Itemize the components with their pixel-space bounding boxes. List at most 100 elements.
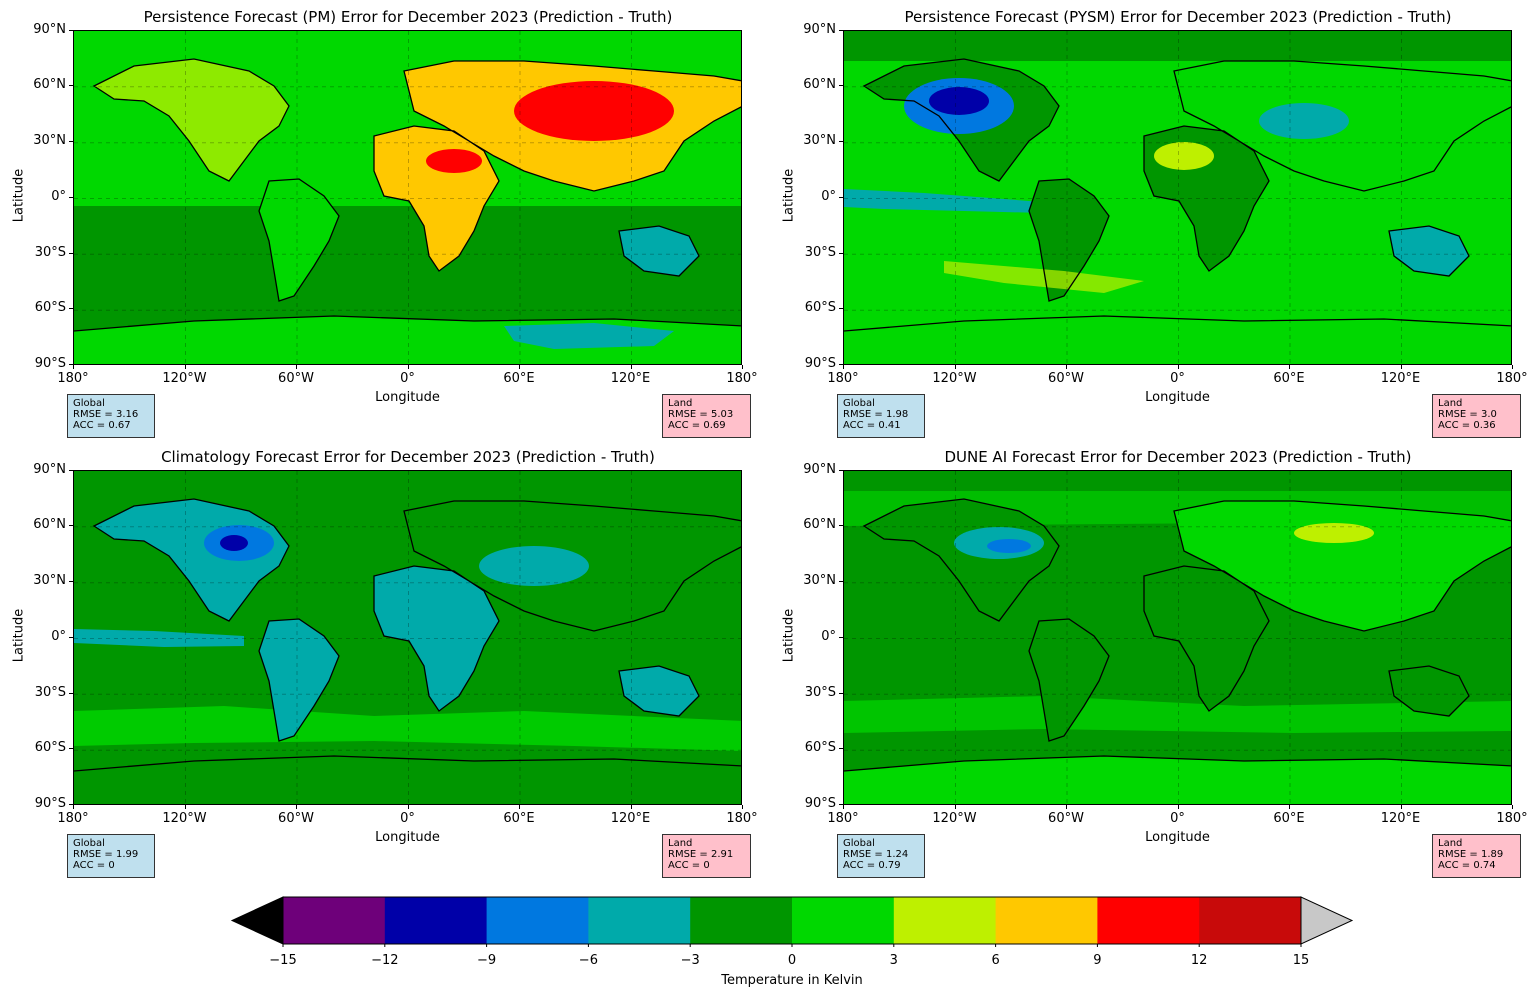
lon-tick: 180° bbox=[1482, 805, 1538, 826]
lat-tick: 60°N bbox=[770, 517, 843, 532]
lat-tick: 90°S bbox=[0, 356, 73, 371]
stats-label: Global bbox=[843, 398, 875, 409]
colorbar-tick: 12 bbox=[1190, 953, 1208, 968]
lon-tick: 60°W bbox=[1036, 805, 1096, 826]
lon-tick: 0° bbox=[1148, 805, 1208, 826]
land-fill bbox=[1029, 619, 1109, 741]
lon-tick: 60°E bbox=[489, 805, 549, 826]
colorbar-tick: −12 bbox=[371, 953, 399, 968]
x-axis-label: Longitude bbox=[1145, 390, 1210, 405]
cold-anomaly bbox=[1259, 103, 1349, 139]
colorbar-tick: 9 bbox=[1093, 953, 1102, 968]
lat-tick: 90°S bbox=[770, 356, 843, 371]
hot-anomaly bbox=[426, 149, 482, 173]
lat-tick: 30°N bbox=[770, 573, 843, 588]
colorbar-swatch bbox=[283, 897, 386, 944]
colorbar-swatch bbox=[1097, 897, 1200, 944]
colorbar-swatch bbox=[588, 897, 691, 944]
colorbar-tick: −9 bbox=[477, 953, 497, 968]
error-map bbox=[843, 470, 1512, 805]
stats-label: Land bbox=[668, 398, 693, 409]
lat-tick: 60°N bbox=[0, 77, 73, 92]
lon-tick: 180° bbox=[43, 365, 103, 386]
lon-tick: 60°W bbox=[266, 365, 326, 386]
lon-tick: 60°W bbox=[266, 805, 326, 826]
global-stats-box: Global RMSE = 3.16 ACC = 0.67 bbox=[67, 394, 155, 438]
global-stats-box: Global RMSE = 1.24 ACC = 0.79 bbox=[837, 834, 925, 878]
warm-anomaly bbox=[1294, 523, 1374, 543]
land-fill bbox=[844, 316, 1511, 364]
colorbar-tick: −15 bbox=[269, 953, 297, 968]
coastline bbox=[74, 498, 741, 772]
lon-tick: 0° bbox=[1148, 365, 1208, 386]
lon-tick: 120°E bbox=[1371, 365, 1431, 386]
coastline bbox=[74, 58, 741, 332]
global-stats-box: Global RMSE = 1.98 ACC = 0.41 bbox=[837, 394, 925, 438]
lon-tick: 180° bbox=[813, 365, 873, 386]
cold-anomaly bbox=[74, 629, 244, 647]
lat-tick: 90°N bbox=[770, 462, 843, 477]
lat-tick: 60°N bbox=[770, 77, 843, 92]
land-fill bbox=[74, 756, 741, 804]
lat-tick: 30°S bbox=[0, 685, 73, 700]
rmse-value: RMSE = 1.98 bbox=[843, 409, 909, 420]
stats-label: Land bbox=[1438, 838, 1463, 849]
cold-anomaly bbox=[479, 546, 589, 586]
rmse-value: RMSE = 1.99 bbox=[73, 849, 139, 860]
coastline bbox=[844, 498, 1511, 772]
lon-tick: 120°W bbox=[155, 805, 215, 826]
lat-tick: 30°N bbox=[0, 573, 73, 588]
lat-tick: 60°S bbox=[770, 300, 843, 315]
panel-title: DUNE AI Forecast Error for December 2023… bbox=[944, 448, 1412, 466]
warm-anomaly bbox=[1154, 142, 1214, 170]
lon-tick: 180° bbox=[813, 805, 873, 826]
colorbar-tick: 0 bbox=[787, 953, 797, 968]
acc-value: ACC = 0.79 bbox=[843, 860, 901, 871]
lat-tick: 60°S bbox=[0, 740, 73, 755]
panel-title: Persistence Forecast (PM) Error for Dece… bbox=[143, 8, 673, 26]
lon-tick: 0° bbox=[378, 365, 438, 386]
colorbar-swatch bbox=[792, 897, 895, 944]
land-stats-box: Land RMSE = 1.89 ACC = 0.74 bbox=[1432, 834, 1521, 878]
colorbar-tick: 15 bbox=[1292, 953, 1310, 968]
lat-tick: 0° bbox=[770, 189, 843, 204]
stats-label: Global bbox=[73, 838, 105, 849]
land-fill bbox=[374, 566, 499, 711]
land-stats-box: Land RMSE = 5.03 ACC = 0.69 bbox=[662, 394, 751, 438]
lat-tick: 0° bbox=[0, 629, 73, 644]
error-map bbox=[843, 30, 1512, 365]
rmse-value: RMSE = 1.89 bbox=[1438, 849, 1504, 860]
lon-tick: 60°E bbox=[1259, 805, 1319, 826]
land-stats-box: Land RMSE = 2.91 ACC = 0 bbox=[662, 834, 751, 878]
lat-tick: 0° bbox=[0, 189, 73, 204]
map-panel-climatology: Climatology Forecast Error for December … bbox=[0, 440, 760, 880]
land-fill bbox=[844, 756, 1511, 804]
colorbar-swatch bbox=[995, 897, 1098, 944]
colorbar-label: Temperature in Kelvin bbox=[721, 973, 863, 988]
lon-tick: 120°W bbox=[925, 805, 985, 826]
colorbar-tick: 3 bbox=[889, 953, 898, 968]
land-fill bbox=[619, 226, 699, 276]
warm-anomaly bbox=[844, 696, 1511, 733]
cold-anomaly bbox=[929, 87, 989, 115]
colorbar-tick: −6 bbox=[578, 953, 598, 968]
colorbar-swatch bbox=[1199, 897, 1302, 944]
panel-title: Persistence Forecast (PYSM) Error for De… bbox=[904, 8, 1452, 26]
error-map bbox=[73, 30, 742, 365]
lon-tick: 120°W bbox=[925, 365, 985, 386]
cold-anomaly bbox=[844, 189, 1054, 213]
stats-label: Land bbox=[668, 838, 693, 849]
stats-label: Global bbox=[73, 398, 105, 409]
colorbar-swatch bbox=[690, 897, 793, 944]
acc-value: ACC = 0.69 bbox=[668, 420, 726, 431]
colorbar-over-arrow bbox=[1300, 896, 1354, 945]
acc-value: ACC = 0 bbox=[73, 860, 115, 871]
x-axis-label: Longitude bbox=[375, 830, 440, 845]
lat-tick: 30°S bbox=[0, 245, 73, 260]
warm-anomaly bbox=[74, 706, 741, 751]
colorbar bbox=[230, 896, 1354, 947]
lon-tick: 180° bbox=[43, 805, 103, 826]
lat-tick: 60°S bbox=[770, 740, 843, 755]
land-fill bbox=[259, 619, 339, 741]
lon-tick: 60°E bbox=[1259, 365, 1319, 386]
